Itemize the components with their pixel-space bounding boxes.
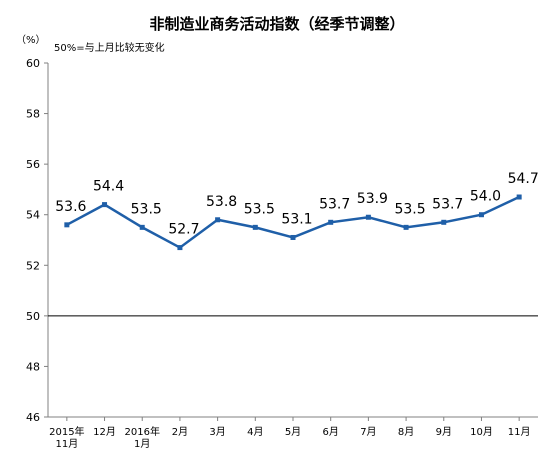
x-tick-label: 9月 xyxy=(436,426,452,438)
data-label: 53.5 xyxy=(244,201,275,217)
y-tick-label: 56 xyxy=(26,158,40,171)
data-label: 52.7 xyxy=(168,222,199,238)
series-group xyxy=(64,194,522,251)
data-point xyxy=(64,222,70,228)
y-tick-label: 50 xyxy=(26,310,40,323)
y-tick-label: 46 xyxy=(26,411,40,424)
x-tick-label: 4月 xyxy=(247,426,263,438)
chart-annotation: 50%=与上月比较无变化 xyxy=(54,41,165,54)
data-point xyxy=(290,234,296,240)
x-tick-label: 8月 xyxy=(398,426,414,438)
y-tick-label: 58 xyxy=(26,108,40,121)
y-axis-ticks: 46 48 50 52 54 56 58 60 xyxy=(26,57,48,424)
x-tick-label: 2015年 11月 xyxy=(49,425,84,450)
y-tick-label: 54 xyxy=(26,209,40,222)
x-tick-label: 3月 xyxy=(209,426,225,438)
data-label: 53.7 xyxy=(432,196,463,212)
data-point xyxy=(441,219,447,225)
data-point xyxy=(478,212,484,218)
axes xyxy=(47,63,538,418)
chart-title: 非制造业商务活动指数（经季节调整） xyxy=(149,15,404,33)
x-tick-label: 12月 xyxy=(93,426,116,438)
data-point xyxy=(177,245,183,251)
x-tick-label: 6月 xyxy=(323,426,339,438)
data-label: 54.0 xyxy=(470,189,501,205)
data-point xyxy=(215,217,221,223)
y-tick-label: 48 xyxy=(26,360,40,373)
data-label: 53.9 xyxy=(357,191,388,207)
data-label: 53.8 xyxy=(206,194,237,210)
data-label: 53.6 xyxy=(55,199,86,215)
data-point xyxy=(102,202,108,208)
data-label: 53.5 xyxy=(394,201,425,217)
data-point xyxy=(365,214,371,220)
y-tick-label: 60 xyxy=(26,57,40,70)
data-label: 54.7 xyxy=(508,171,539,187)
data-point xyxy=(403,224,409,230)
x-axis-ticks: 2015年 11月 12月 2016年 1月 2月 3月 4月 5月 6月 7月 8月 9月 10月 11月 xyxy=(49,417,531,450)
data-point xyxy=(328,219,334,225)
x-tick-label: 2016年 1月 xyxy=(125,425,160,450)
y-tick-label: 52 xyxy=(26,259,40,272)
x-tick-label: 11月 xyxy=(508,426,531,438)
x-tick-label: 10月 xyxy=(470,426,493,438)
data-label: 53.5 xyxy=(131,201,162,217)
data-point xyxy=(139,224,145,230)
x-tick-label: 7月 xyxy=(360,426,376,438)
data-label: 53.1 xyxy=(281,211,312,227)
data-label: 54.4 xyxy=(93,179,124,195)
y-axis-unit: （%） xyxy=(16,34,46,46)
x-tick-label: 2月 xyxy=(172,426,188,438)
data-labels: 53.6 54.4 53.5 52.7 53.8 53.5 53.1 53.7 53.9 53.5… xyxy=(55,171,538,238)
data-point xyxy=(516,194,522,200)
x-tick-label: 5月 xyxy=(285,426,301,438)
data-label: 53.7 xyxy=(319,196,350,212)
data-point xyxy=(252,224,258,230)
